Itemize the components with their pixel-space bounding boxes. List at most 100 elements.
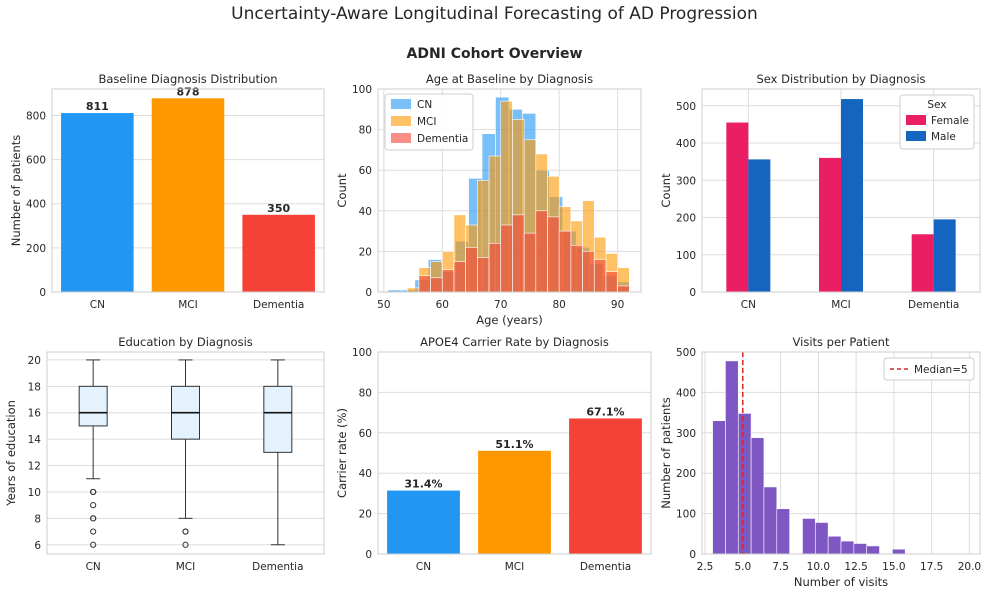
x-tick-label: 12.5 [844, 561, 867, 573]
outlier-point [182, 541, 189, 548]
chart-title: APOE4 Carrier Rate by Diagnosis [420, 335, 609, 349]
x-tick-label: Dementia [253, 299, 304, 311]
histogram-bar [605, 271, 618, 293]
bar [933, 219, 956, 292]
legend-frame [883, 357, 975, 381]
histogram-bar [430, 277, 443, 293]
bar [569, 418, 642, 554]
data-label: 31.4% [404, 478, 442, 491]
bar [911, 234, 934, 292]
histogram-bar [535, 210, 548, 293]
y-tick-label: 20 [28, 355, 41, 367]
chart-panel-1: Baseline Diagnosis Distribution 0 200 400 60… [9, 72, 325, 311]
y-tick-label: 6 [34, 540, 41, 552]
histogram-bar [763, 486, 778, 555]
y-axis-label: Number of patients [9, 135, 23, 247]
histogram-bar [418, 275, 431, 293]
histogram-bar [802, 518, 816, 555]
legend: Sex Female Male [899, 94, 975, 150]
x-tick-label: 20.0 [958, 561, 981, 573]
bar [387, 490, 460, 554]
bar [478, 450, 551, 554]
y-tick-label: 200 [676, 468, 696, 480]
y-tick-label: 300 [676, 175, 696, 187]
bar [748, 159, 771, 292]
outlier-point [90, 488, 97, 496]
histogram-bar [712, 420, 726, 555]
histogram-bar [866, 545, 880, 555]
y-tick-label: 100 [352, 347, 372, 359]
figure-suptitle: Uncertainty-Aware Longitudinal Forecasti… [231, 4, 758, 24]
y-tick-label: 300 [676, 428, 696, 440]
histogram-bar [441, 269, 455, 293]
y-tick-label: 0 [689, 549, 696, 561]
x-tick-label: 2.5 [697, 561, 714, 573]
box [78, 385, 108, 427]
x-tick-label: CN [741, 299, 756, 311]
y-tick-label: 12 [28, 461, 41, 473]
histogram-bar [453, 261, 466, 293]
outlier-point [90, 515, 97, 522]
y-tick-label: 600 [26, 155, 46, 167]
box-mci [171, 359, 200, 548]
histogram-bar [725, 360, 739, 555]
y-tick-label: 0 [365, 287, 372, 299]
y-tick-label: 100 [676, 509, 696, 521]
outlier-point [90, 541, 97, 548]
legend: CN MCI Dementia [384, 93, 474, 151]
y-tick-label: 200 [26, 243, 46, 255]
histogram-bar [737, 413, 752, 555]
legend-label: Male [931, 131, 956, 143]
plot-border [377, 351, 652, 555]
box-dementia [263, 359, 293, 546]
bar [841, 99, 863, 292]
plot-border [377, 88, 642, 293]
y-tick-label: 20 [359, 246, 372, 258]
y-axis-label: Number of patients [659, 397, 673, 509]
x-tick-label: MCI [831, 299, 851, 311]
y-tick-label: 40 [359, 468, 372, 480]
histogram-bar [853, 543, 867, 555]
x-tick-label: CN [90, 299, 105, 311]
data-label: 878 [177, 85, 200, 98]
chart-panel-2: Age at Baseline by Diagnosis 0 20 40 60 80 100… [335, 72, 642, 327]
y-tick-label: 16 [28, 408, 42, 420]
histogram-bar [512, 214, 525, 293]
histogram-bar [840, 540, 855, 555]
histogram-bar [827, 535, 842, 555]
x-tick-label: 60 [436, 299, 449, 311]
bar [61, 113, 134, 292]
y-tick-label: 80 [359, 387, 372, 399]
chart-panel-3: Sex Distribution by Diagnosis 0 100 200 300 4… [659, 72, 981, 311]
histogram-bar [892, 548, 906, 555]
histogram-bar [593, 259, 607, 293]
y-tick-label: 400 [676, 387, 696, 399]
y-tick-label: 500 [676, 101, 696, 113]
histogram-bar [523, 232, 537, 293]
bar [242, 214, 315, 292]
histogram-bar [465, 247, 478, 293]
outlier-point [90, 528, 97, 535]
x-axis-label: Age (years) [476, 313, 543, 327]
y-tick-label: 0 [689, 287, 696, 299]
legend-swatch [391, 99, 411, 109]
x-tick-label: MCI [505, 561, 525, 573]
chart-panel-5: APOE4 Carrier Rate by Diagnosis 0 20 40 60 80… [335, 335, 652, 573]
histogram-bar [617, 285, 630, 293]
chart-title: Baseline Diagnosis Distribution [98, 72, 277, 86]
y-tick-label: 8 [34, 513, 41, 525]
y-tick-label: 14 [28, 434, 42, 446]
plot-border [46, 351, 325, 555]
bar [819, 157, 841, 292]
y-tick-label: 400 [676, 138, 696, 150]
legend-label: CN [417, 99, 432, 111]
histogram-bar [570, 245, 583, 293]
data-label: 350 [267, 202, 290, 215]
legend-swatch [906, 115, 926, 125]
x-tick-label: 5.0 [734, 561, 751, 573]
data-label: 67.1% [586, 405, 624, 418]
data-label: 51.1% [495, 438, 533, 451]
y-tick-label: 20 [359, 509, 372, 521]
chart-title: Age at Baseline by Diagnosis [426, 72, 593, 86]
